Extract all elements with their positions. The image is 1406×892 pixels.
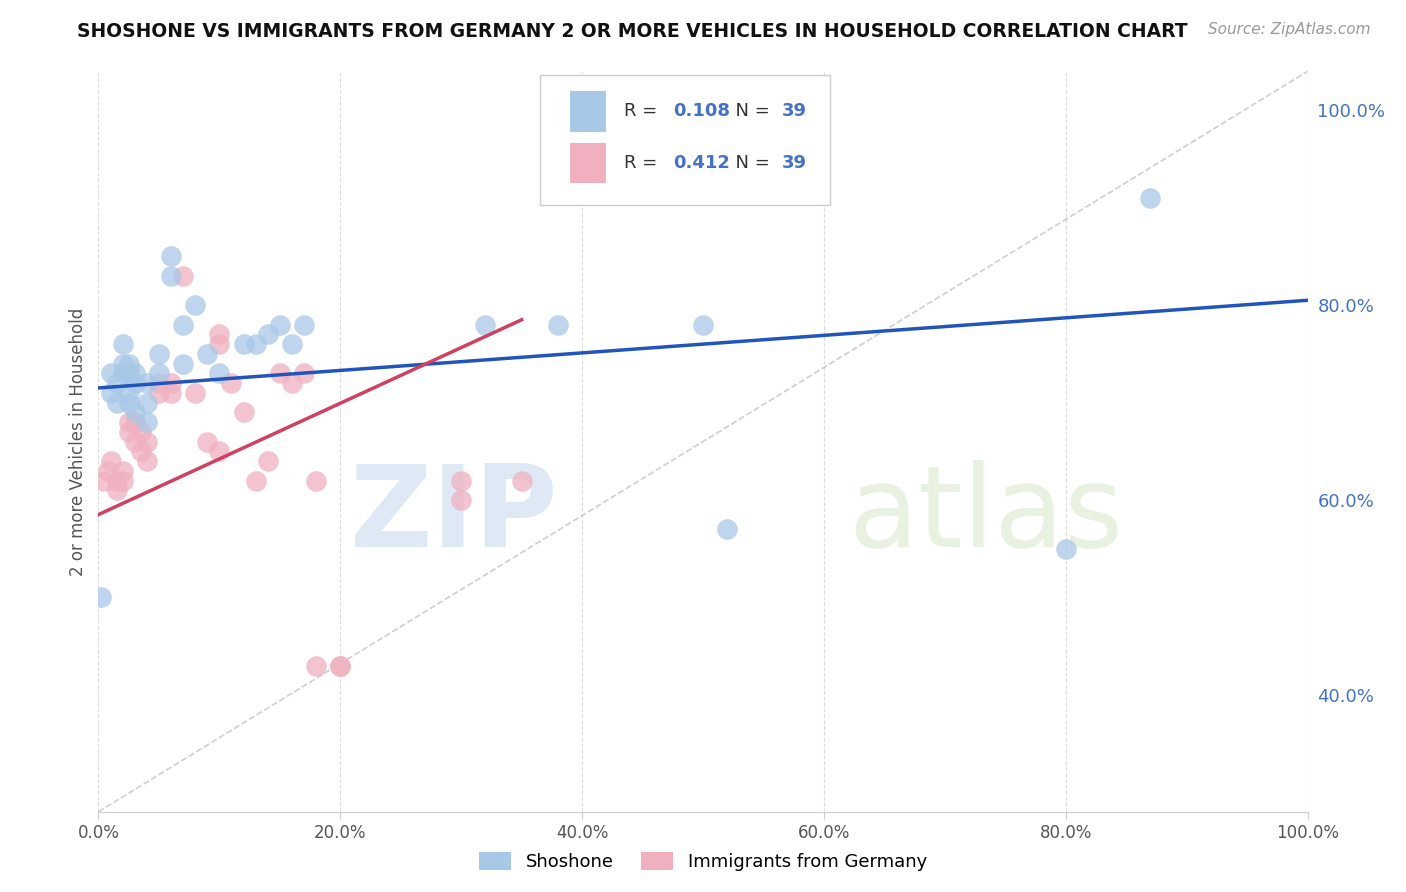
Point <box>148 376 170 390</box>
Point <box>208 327 231 342</box>
Point <box>118 415 141 429</box>
Point <box>105 395 128 409</box>
Point <box>135 454 157 468</box>
Text: 0.108: 0.108 <box>673 103 730 120</box>
Point <box>111 464 134 478</box>
Point <box>232 405 254 419</box>
Point <box>148 367 170 381</box>
Point <box>111 337 134 351</box>
Point <box>100 367 122 381</box>
Point <box>195 434 218 449</box>
Point <box>208 367 231 381</box>
Point <box>118 395 141 409</box>
Point <box>208 337 231 351</box>
Point <box>450 474 472 488</box>
Point <box>547 318 569 332</box>
Point <box>1054 541 1077 556</box>
Point <box>160 376 183 390</box>
Point <box>93 474 115 488</box>
Point <box>97 464 120 478</box>
Point <box>129 444 152 458</box>
Point <box>269 318 291 332</box>
Point <box>135 395 157 409</box>
Point <box>184 385 207 400</box>
FancyBboxPatch shape <box>569 143 606 184</box>
Point <box>118 357 141 371</box>
Point <box>172 318 194 332</box>
Point <box>135 434 157 449</box>
Point <box>90 591 112 605</box>
Point <box>160 250 183 264</box>
Point <box>474 318 496 332</box>
Text: 39: 39 <box>782 103 807 120</box>
Point <box>129 425 152 439</box>
Text: ZIP: ZIP <box>350 460 558 571</box>
Point <box>329 658 352 673</box>
Point <box>195 347 218 361</box>
Point <box>256 327 278 342</box>
Point <box>105 474 128 488</box>
Point <box>305 474 328 488</box>
Point <box>118 425 141 439</box>
Point <box>450 493 472 508</box>
Point <box>111 357 134 371</box>
Text: atlas: atlas <box>848 460 1123 571</box>
Point <box>172 268 194 283</box>
Point <box>111 367 134 381</box>
Text: SHOSHONE VS IMMIGRANTS FROM GERMANY 2 OR MORE VEHICLES IN HOUSEHOLD CORRELATION : SHOSHONE VS IMMIGRANTS FROM GERMANY 2 OR… <box>77 22 1188 41</box>
Point <box>100 454 122 468</box>
Point <box>256 454 278 468</box>
Point <box>281 337 304 351</box>
Point <box>305 658 328 673</box>
Point <box>118 385 141 400</box>
Point <box>124 405 146 419</box>
Point <box>1139 191 1161 205</box>
Text: R =: R = <box>624 103 664 120</box>
Point <box>124 376 146 390</box>
Text: Source: ZipAtlas.com: Source: ZipAtlas.com <box>1208 22 1371 37</box>
Point <box>245 474 267 488</box>
Point <box>124 367 146 381</box>
Point <box>148 385 170 400</box>
FancyBboxPatch shape <box>540 75 830 204</box>
Point <box>124 415 146 429</box>
Text: 0.412: 0.412 <box>673 154 730 172</box>
Text: R =: R = <box>624 154 664 172</box>
Point <box>135 415 157 429</box>
Point <box>105 483 128 498</box>
Y-axis label: 2 or more Vehicles in Household: 2 or more Vehicles in Household <box>69 308 87 575</box>
Point <box>269 367 291 381</box>
Point <box>208 444 231 458</box>
Point <box>118 367 141 381</box>
Point <box>221 376 243 390</box>
Point <box>292 367 315 381</box>
Point <box>100 385 122 400</box>
Point <box>292 318 315 332</box>
Point <box>148 347 170 361</box>
FancyBboxPatch shape <box>569 91 606 132</box>
Text: N =: N = <box>724 103 775 120</box>
Point <box>124 434 146 449</box>
Legend: Shoshone, Immigrants from Germany: Shoshone, Immigrants from Germany <box>471 845 935 879</box>
Point <box>160 268 183 283</box>
Point <box>160 385 183 400</box>
Point <box>510 474 533 488</box>
Point <box>281 376 304 390</box>
Point <box>184 298 207 312</box>
Point <box>111 474 134 488</box>
Text: N =: N = <box>724 154 775 172</box>
Text: 39: 39 <box>782 154 807 172</box>
Point <box>716 522 738 536</box>
Point <box>135 376 157 390</box>
Point <box>232 337 254 351</box>
Point <box>105 376 128 390</box>
Point <box>329 658 352 673</box>
Point <box>692 318 714 332</box>
Point <box>245 337 267 351</box>
Point <box>172 357 194 371</box>
